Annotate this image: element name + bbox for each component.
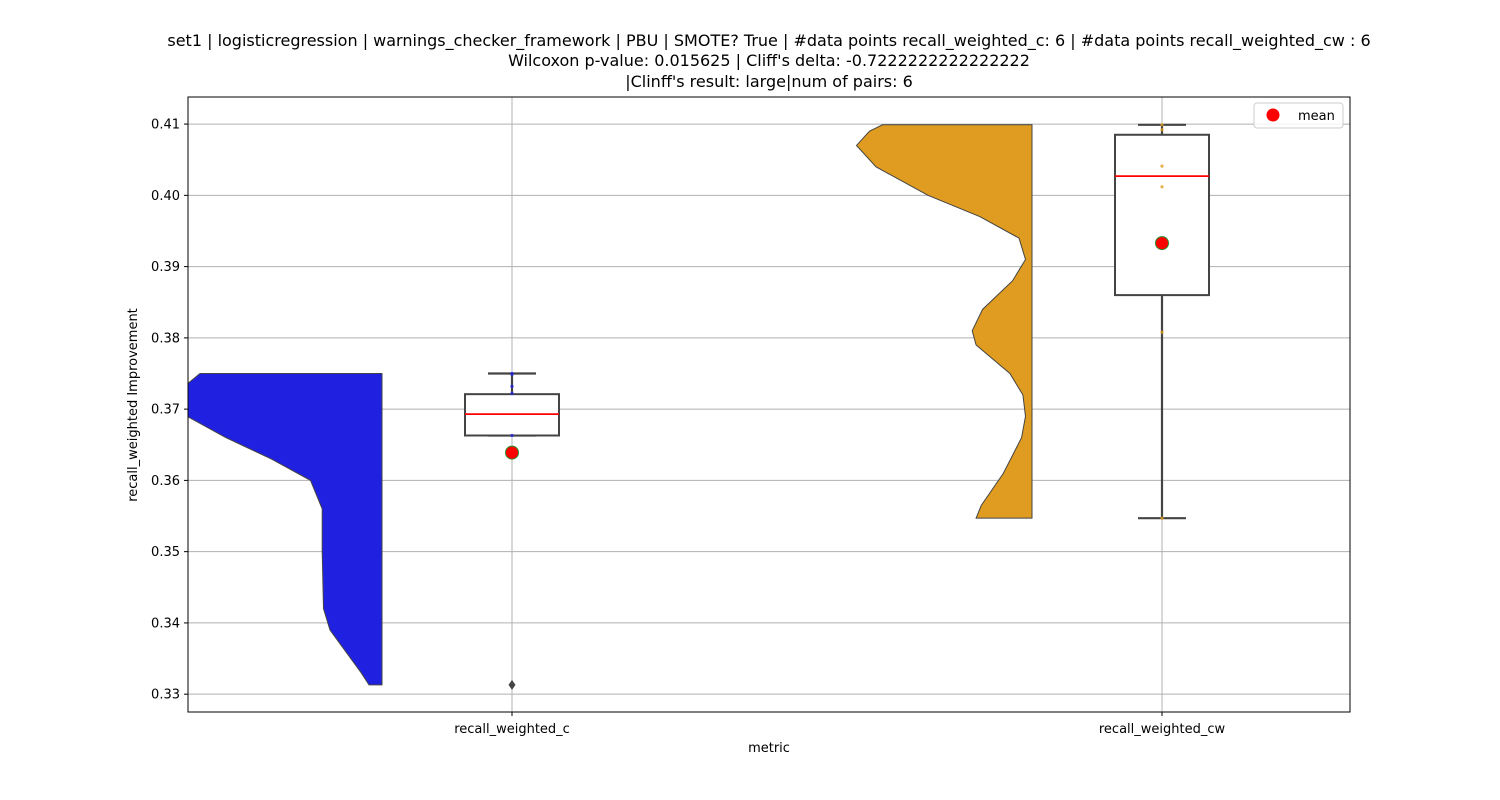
data-point	[1160, 185, 1164, 189]
violin-recall_weighted_cw	[855, 124, 1033, 519]
box-recall_weighted_cw	[1114, 133, 1210, 297]
data-point	[1160, 123, 1164, 127]
y-tick-label: 0.38	[151, 331, 180, 346]
y-axis-label: recall_weighted Improvement	[126, 308, 141, 502]
x-tick-label: recall_weighted_c	[454, 722, 570, 737]
outlier-point	[508, 679, 516, 690]
violin-group	[188, 124, 1033, 686]
y-tick-label: 0.35	[151, 545, 180, 560]
data-point	[1160, 330, 1164, 334]
chart-title: set1 | logisticregression | warnings_che…	[167, 31, 1370, 91]
title-line-1: set1 | logisticregression | warnings_che…	[167, 31, 1370, 51]
data-point	[1160, 164, 1164, 168]
data-point	[510, 371, 514, 376]
y-tick-label: 0.39	[151, 260, 180, 275]
y-tick-label: 0.36	[151, 474, 180, 489]
legend-box	[1253, 102, 1344, 129]
y-tick-label: 0.34	[151, 616, 180, 631]
y-ticks: 0.33 0.34 0.35 0.36 0.37 0.38 0.39 0.40 0.41	[151, 118, 188, 703]
x-axis-label: metric	[748, 741, 790, 756]
violin-recall_weighted_c	[188, 373, 383, 686]
title-line-2: Wilcoxon p-value: 0.015625 | Cliff's del…	[508, 51, 1030, 70]
y-tick-label: 0.41	[151, 118, 180, 133]
legend-mean-marker	[1266, 108, 1280, 122]
x-ticks: recall_weighted_c recall_weighted_cw	[454, 712, 1225, 737]
title-line-3: |Clinff's result: large|num of pairs: 6	[625, 72, 913, 91]
data-point	[510, 391, 514, 396]
data-point	[510, 384, 514, 388]
boxplots	[464, 123, 1210, 690]
y-tick-label: 0.40	[151, 189, 180, 204]
legend: mean	[1253, 102, 1344, 129]
y-tick-label: 0.37	[151, 403, 180, 418]
data-point	[1160, 128, 1164, 132]
violins	[188, 124, 1033, 686]
data-point	[510, 433, 514, 438]
mean-marker	[1155, 236, 1169, 251]
x-tick-label: recall_weighted_cw	[1099, 722, 1226, 737]
data-point	[1160, 516, 1164, 520]
plot-area-frame	[187, 96, 1351, 713]
y-tick-label: 0.33	[151, 688, 180, 703]
legend-mean-label: mean	[1298, 109, 1335, 124]
mean-marker	[505, 445, 519, 460]
